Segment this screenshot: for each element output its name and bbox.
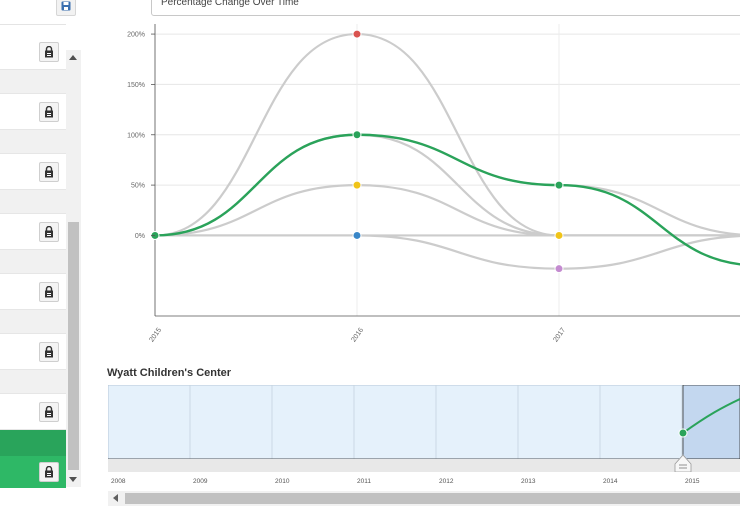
list-divider: [0, 24, 66, 25]
series-line[interactable]: [154, 184, 740, 237]
list-item[interactable]: [0, 394, 66, 430]
save-icon: [61, 1, 71, 11]
row-lock-button[interactable]: [39, 342, 59, 362]
chart-title-field[interactable]: Percentage Change Over Time: [151, 0, 740, 16]
x-tick-label: 2016: [350, 327, 365, 344]
y-tick-label: 150%: [127, 82, 145, 89]
list-group-header: [0, 70, 66, 94]
navigator-year-label: 2013: [521, 478, 536, 485]
lock-icon: [45, 406, 53, 418]
list-item[interactable]: [0, 334, 66, 370]
data-point[interactable]: [554, 180, 564, 190]
range-handle[interactable]: [674, 454, 692, 473]
lock-icon: [45, 46, 53, 58]
lock-icon: [45, 106, 53, 118]
list-item[interactable]: [0, 274, 66, 310]
list-item-selected-header[interactable]: [0, 430, 66, 456]
navigator-year-label: 2012: [439, 478, 454, 485]
navigator-year-label: 2014: [603, 478, 618, 485]
scrollbar-thumb[interactable]: [125, 493, 740, 504]
row-lock-button[interactable]: [39, 222, 59, 242]
navigator-year-label: 2010: [275, 478, 290, 485]
list-item[interactable]: [0, 154, 66, 190]
lock-icon: [45, 226, 53, 238]
data-point[interactable]: [352, 29, 362, 39]
data-point[interactable]: [554, 230, 564, 240]
y-tick-label: 100%: [127, 132, 145, 139]
y-tick-label: 0%: [135, 233, 145, 240]
row-lock-button[interactable]: [39, 162, 59, 182]
row-lock-button[interactable]: [39, 42, 59, 62]
timeline-selection[interactable]: [682, 385, 740, 460]
y-tick-label: 200%: [127, 32, 145, 39]
row-lock-button[interactable]: [39, 402, 59, 422]
lock-icon: [45, 166, 53, 178]
row-lock-button[interactable]: [39, 462, 59, 482]
center-name: Wyatt Children's Center: [107, 367, 232, 379]
x-tick-label: 2017: [552, 327, 567, 344]
data-point[interactable]: [352, 230, 362, 240]
navigator-year-label: 2011: [357, 478, 371, 485]
y-tick-label: 50%: [131, 183, 145, 190]
navigator-year-label: 2008: [111, 478, 126, 485]
list-item[interactable]: [0, 94, 66, 130]
highlighted-series-line[interactable]: [154, 133, 740, 266]
lock-icon: [45, 346, 53, 358]
list-group-header: [0, 250, 66, 274]
x-tick-label: 2015: [148, 327, 163, 344]
timeline-navigator[interactable]: 2008 2009 2010 2011 2012 2013 2014 2015: [108, 385, 740, 491]
sidebar-list: [0, 0, 82, 522]
lock-icon: [45, 286, 53, 298]
list-item-selected[interactable]: [0, 456, 66, 488]
data-point[interactable]: [352, 180, 362, 190]
list-group-header: [0, 130, 66, 154]
data-point[interactable]: [554, 264, 564, 274]
save-button[interactable]: [56, 0, 76, 16]
scroll-left-icon[interactable]: [113, 494, 118, 502]
percentage-change-chart: 0% 50% 100% 150% 200% 2015 2016 2017: [127, 24, 740, 344]
data-point[interactable]: [352, 130, 362, 140]
scrollbar-thumb[interactable]: [68, 222, 79, 470]
navigator-year-label: 2015: [685, 478, 700, 485]
list-group-header: [0, 310, 66, 334]
list-group-header: [0, 370, 66, 394]
navigator-point: [678, 428, 688, 438]
navigator-year-label: 2009: [193, 478, 208, 485]
series-line[interactable]: [154, 234, 740, 270]
lock-icon: [45, 466, 53, 478]
navigator-series-line: [682, 398, 740, 434]
list-group-header: [0, 190, 66, 214]
row-lock-button[interactable]: [39, 102, 59, 122]
timeline-horizontal-scrollbar[interactable]: [108, 491, 740, 506]
scroll-up-icon[interactable]: [69, 55, 77, 60]
row-lock-button[interactable]: [39, 282, 59, 302]
scroll-down-icon[interactable]: [69, 477, 77, 482]
list-vertical-scrollbar[interactable]: [66, 50, 81, 487]
list-item[interactable]: [0, 34, 66, 70]
list-item[interactable]: [0, 214, 66, 250]
